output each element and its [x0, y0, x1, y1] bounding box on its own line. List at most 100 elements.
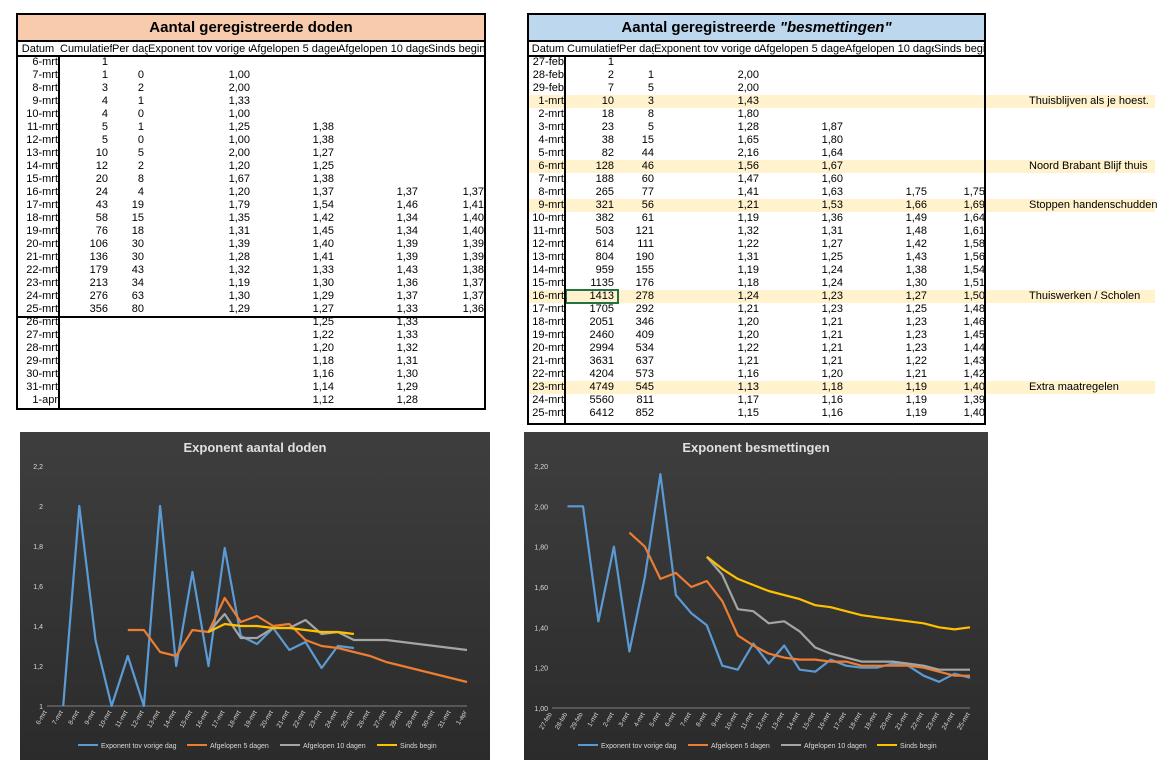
table-cell[interactable]: 1,30 [905, 277, 927, 289]
table-cell[interactable] [146, 368, 250, 381]
table-cell[interactable]: 1,41 [737, 186, 759, 198]
table-cell[interactable] [250, 95, 334, 108]
table-cell[interactable] [250, 82, 334, 95]
table-cell[interactable]: 1,63 [821, 186, 843, 198]
table-cell[interactable]: 14-mrt [26, 160, 58, 172]
table-cell[interactable]: 12 [95, 160, 108, 172]
table-cell[interactable]: 1,58 [963, 238, 985, 250]
table-cell[interactable] [418, 56, 484, 69]
table-cell[interactable]: 4-mrt [538, 134, 564, 146]
table-cell[interactable]: 5 [647, 121, 654, 133]
table-cell[interactable]: 276 [89, 290, 108, 302]
table-cell[interactable]: 1,24 [821, 277, 843, 289]
table-cell[interactable]: 2,00 [737, 82, 759, 94]
table-cell[interactable]: 61 [641, 212, 654, 224]
table-cell[interactable] [334, 173, 418, 186]
table-cell[interactable]: 1,16 [821, 407, 843, 419]
table-cell[interactable]: 3-mrt [538, 121, 564, 133]
table-cell[interactable]: 4 [101, 108, 108, 120]
table-cell[interactable] [418, 160, 484, 173]
table-cell[interactable]: 28-mrt [26, 342, 58, 354]
table-cell[interactable]: 14-mrt [532, 264, 564, 276]
table-cell[interactable]: 1,41 [462, 199, 484, 211]
table-cell[interactable]: 292 [635, 303, 654, 315]
table-cell[interactable]: 1,17 [737, 394, 759, 406]
table-cell[interactable]: 1,38 [462, 264, 484, 276]
table-cell[interactable]: 1 [137, 121, 144, 133]
table-cell[interactable]: 63 [131, 290, 144, 302]
column-header[interactable]: Cumulatief [60, 43, 112, 55]
table-cell[interactable]: 1,23 [905, 329, 927, 341]
table-cell[interactable] [843, 108, 927, 121]
table-cell[interactable] [843, 95, 927, 108]
table-cell[interactable]: 2,00 [228, 82, 250, 94]
table-cell[interactable]: 76 [95, 225, 108, 237]
table-cell[interactable]: 44 [641, 147, 654, 159]
table-cell[interactable]: 15 [131, 212, 144, 224]
table-cell[interactable]: 1,16 [312, 368, 334, 380]
table-cell[interactable]: 28-feb [532, 69, 564, 81]
table-cell[interactable]: 1,19 [905, 394, 927, 406]
table-cell[interactable]: 2,00 [228, 147, 250, 159]
table-cell[interactable]: 8 [647, 108, 654, 120]
table-cell[interactable]: 1,19 [737, 264, 759, 276]
table-cell[interactable]: 1,43 [396, 264, 418, 276]
table-cell[interactable]: 534 [635, 342, 654, 354]
table-cell[interactable]: 18 [131, 225, 144, 237]
chart-infections-exponent[interactable]: Exponent besmettingen 1,00 1,20 1,40 1,60 1,… [524, 432, 988, 760]
table-cell[interactable]: 46 [641, 160, 654, 172]
table-cell[interactable]: 27-feb [532, 56, 564, 68]
table-cell[interactable]: 1,20 [737, 329, 759, 341]
table-cell[interactable]: 25-mrt [532, 407, 564, 419]
table-cell[interactable]: 213 [89, 277, 108, 289]
table-cell[interactable]: 1,15 [737, 407, 759, 419]
table-cell[interactable]: 136 [89, 251, 108, 263]
table-cell[interactable]: 24-mrt [26, 290, 58, 302]
table-cell[interactable]: 1,22 [737, 238, 759, 250]
table-cell[interactable]: 43 [95, 199, 108, 211]
table-cell[interactable] [60, 355, 108, 368]
table-cell[interactable]: 1,60 [821, 173, 843, 185]
table-cell[interactable]: 1,23 [905, 316, 927, 328]
table-cell[interactable]: 1,13 [737, 381, 759, 393]
table-cell[interactable]: 7 [607, 82, 614, 94]
table-cell[interactable]: 1,34 [396, 225, 418, 237]
table-cell[interactable]: 17-mrt [532, 303, 564, 315]
table-cell[interactable]: 1,21 [905, 368, 927, 380]
table-cell[interactable]: 10-mrt [26, 108, 58, 120]
table-cell[interactable]: 1 [101, 56, 108, 68]
table-cell[interactable]: 1,27 [312, 147, 334, 159]
table-cell[interactable]: 1,42 [312, 212, 334, 224]
table-cell[interactable] [334, 121, 418, 134]
table-cell[interactable]: 1,39 [963, 394, 985, 406]
table-cell[interactable] [418, 173, 484, 186]
table-cell[interactable] [60, 381, 108, 394]
table-cell[interactable]: 1,25 [905, 303, 927, 315]
table-cell[interactable]: 1,36 [396, 277, 418, 289]
table-cell[interactable]: 1,66 [905, 199, 927, 211]
table-cell[interactable]: 1,29 [228, 303, 250, 315]
table-cell[interactable]: 0 [137, 134, 144, 146]
column-header[interactable]: Exponent tov vorige dag [148, 43, 250, 55]
table-cell[interactable] [109, 56, 144, 69]
table-cell[interactable]: 3631 [589, 355, 614, 367]
table-cell[interactable]: 1-apr [32, 394, 58, 406]
table-cell[interactable] [334, 108, 418, 121]
table-cell[interactable]: 1,14 [312, 381, 334, 393]
table-cell[interactable]: 12-mrt [26, 134, 58, 146]
table-cell[interactable] [418, 134, 484, 147]
table-cell[interactable]: 614 [595, 238, 614, 250]
table-cell[interactable] [109, 342, 144, 355]
table-cell[interactable] [927, 121, 985, 134]
table-cell[interactable]: 1,19 [228, 277, 250, 289]
column-header[interactable]: Sinds begin [428, 43, 486, 55]
table-cell[interactable]: 1,42 [963, 368, 985, 380]
table-cell[interactable]: 1,39 [228, 238, 250, 250]
table-cell[interactable]: 346 [635, 316, 654, 328]
table-cell[interactable] [146, 342, 250, 355]
table-cell[interactable]: 1,18 [737, 277, 759, 289]
column-header[interactable]: Afgelopen 10 dagen [338, 43, 428, 55]
table-cell[interactable]: 959 [595, 264, 614, 276]
table-cell[interactable]: 1,25 [821, 251, 843, 263]
table-cell[interactable]: 21-mrt [26, 251, 58, 263]
